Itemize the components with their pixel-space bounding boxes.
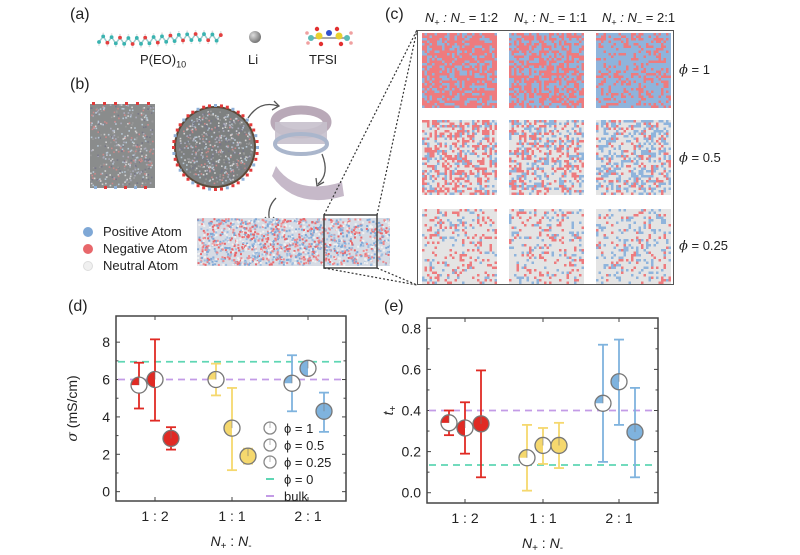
panel-d-label: (d): [68, 298, 88, 315]
y-tick-label: 0.0: [402, 485, 422, 501]
atom-type-legend: Positive Atom Negative Atom Neutral Atom: [83, 223, 188, 274]
data-point: [472, 415, 490, 433]
y-tick-label: 0: [102, 484, 110, 500]
positive-atom-dot-icon: [83, 226, 93, 237]
panel-b-illustration: [90, 100, 390, 269]
data-point: [162, 429, 180, 448]
y-tick-label: 0.8: [402, 320, 422, 336]
legend-marker-icon: [263, 421, 277, 435]
y-axis-label: σ (mS/cm): [64, 375, 81, 441]
legend-marker-icon: [263, 438, 277, 452]
lattice-tile: [509, 209, 584, 284]
y-tick-label: 4: [102, 409, 110, 425]
data-point: [315, 402, 333, 420]
y-tick-label: 0.6: [402, 361, 422, 377]
legend-item-neutral: Neutral Atom: [83, 257, 188, 274]
lattice-tile: [596, 120, 671, 195]
data-point: [550, 436, 568, 455]
molecule-label-li: Li: [248, 52, 259, 67]
lattice-tile: [509, 120, 584, 195]
data-point: [440, 414, 458, 432]
lattice-tile: [422, 120, 497, 195]
md-slab-image: [90, 102, 155, 189]
x-tick-label: 2 : 1: [605, 510, 632, 526]
legend-label: ϕ = 0.25: [284, 455, 331, 470]
column-header-1-1: N+ : N− = 1:1: [514, 10, 588, 28]
data-point: [207, 370, 225, 389]
row-label-phi-0-5: ϕ = 0.5: [679, 150, 721, 166]
lattice-tile: [596, 209, 671, 284]
lattice-tile: [509, 33, 584, 108]
lithium-sphere-icon: [249, 31, 261, 43]
curved-arrow-icon: [247, 100, 326, 225]
y-tick-label: 6: [102, 372, 110, 388]
legend-entry: ϕ = 0.25: [263, 455, 331, 470]
legend-entry: ϕ = 1: [263, 421, 313, 436]
y-tick-label: 0.2: [402, 444, 422, 460]
data-point: [283, 374, 301, 392]
md-cylinder-cross-section: [172, 104, 259, 191]
x-tick-label: 1 : 1: [529, 510, 556, 526]
data-point: [518, 449, 536, 467]
lattice-tile: [596, 33, 671, 108]
data-point: [456, 419, 474, 437]
molecule-label-peo: P(EO)10: [140, 52, 187, 70]
data-point: [223, 419, 241, 437]
panel-e-label: (e): [384, 298, 404, 315]
negative-atom-dot-icon: [83, 243, 93, 254]
panel-b-label: (b): [70, 76, 90, 93]
legend-entry: bulk: [266, 489, 308, 504]
legend-item-negative: Negative Atom: [83, 240, 188, 257]
x-tick-label: 1 : 2: [451, 510, 478, 526]
y-tick-label: 0.4: [402, 403, 422, 419]
data-point: [239, 447, 257, 465]
peo-chain-icon: [97, 30, 223, 48]
data-point: [610, 373, 628, 391]
panel-c-frame: [417, 30, 674, 285]
data-point: [130, 376, 148, 394]
y-tick-label: 2: [102, 446, 110, 462]
x-tick-label: 1 : 2: [141, 508, 168, 524]
data-point: [594, 394, 612, 412]
legend-label: ϕ = 0.5: [284, 438, 324, 453]
legend-item-positive: Positive Atom: [83, 223, 188, 240]
column-header-1-2: N+ : N− = 1:2: [425, 10, 499, 28]
legend-marker-icon: [263, 455, 277, 469]
data-point: [146, 370, 164, 389]
legend-label: ϕ = 0: [284, 472, 313, 487]
x-tick-label: 2 : 1: [294, 508, 321, 524]
legend-entry: ϕ = 0.5: [263, 438, 324, 453]
row-label-phi-0-25: ϕ = 0.25: [679, 238, 729, 254]
y-axis-label: t+: [380, 405, 399, 415]
row-label-phi-1: ϕ = 1: [679, 62, 710, 78]
lattice-grid: [422, 33, 671, 284]
column-header-2-1: N+ : N− = 2:1: [602, 10, 676, 28]
plot-frame: [115, 315, 347, 502]
lattice-tile: [422, 209, 497, 284]
panel-c-label: (c): [385, 6, 404, 23]
lattice-tile: [422, 33, 497, 108]
neutral-atom-dot-icon: [83, 260, 93, 271]
legend-label: ϕ = 1: [284, 421, 313, 436]
legend-label: bulk: [284, 489, 308, 504]
x-tick-label: 1 : 1: [218, 508, 245, 524]
x-axis-label: N+ : N-: [522, 535, 563, 554]
legend-entry: ϕ = 0: [266, 472, 313, 487]
y-tick-label: 8: [102, 334, 110, 350]
data-point: [534, 436, 552, 455]
data-point: [299, 359, 317, 377]
panel-a-label: (a): [70, 6, 90, 23]
data-point: [626, 423, 644, 441]
